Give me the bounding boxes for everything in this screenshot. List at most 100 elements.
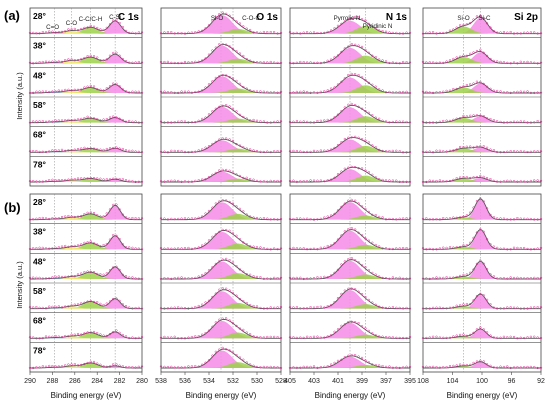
data-marker xyxy=(80,214,83,218)
data-marker xyxy=(89,331,92,334)
data-marker xyxy=(272,61,276,64)
data-marker xyxy=(533,121,536,124)
angle-label-a-5: 68° xyxy=(33,130,46,140)
data-marker xyxy=(455,216,458,219)
data-marker xyxy=(89,147,92,150)
data-marker xyxy=(96,118,99,121)
data-marker xyxy=(458,304,462,307)
component-fill-pink xyxy=(161,15,281,34)
data-marker xyxy=(353,15,357,19)
data-marker xyxy=(266,277,269,280)
data-marker xyxy=(272,150,276,153)
data-marker xyxy=(536,179,539,182)
data-marker xyxy=(137,60,140,64)
data-marker xyxy=(539,91,543,94)
envelope-line xyxy=(30,177,142,183)
data-marker xyxy=(452,118,455,121)
data-marker xyxy=(364,169,367,172)
data-marker xyxy=(102,28,105,32)
data-marker xyxy=(60,335,64,339)
data-marker xyxy=(496,246,499,250)
data-marker xyxy=(173,121,176,124)
data-marker xyxy=(228,200,231,204)
data-marker xyxy=(381,178,384,182)
data-marker xyxy=(326,149,329,152)
data-marker xyxy=(384,218,388,221)
data-marker xyxy=(482,82,485,86)
data-marker xyxy=(137,31,140,34)
data-marker xyxy=(431,365,435,368)
data-marker xyxy=(516,32,519,35)
data-marker xyxy=(102,215,105,218)
data-marker xyxy=(398,120,401,123)
data-marker xyxy=(482,16,485,19)
data-marker xyxy=(76,29,80,32)
angle-label-b-4: 58° xyxy=(33,286,46,296)
data-marker xyxy=(207,24,211,27)
data-marker xyxy=(502,247,506,250)
data-marker xyxy=(425,90,428,94)
data-marker xyxy=(455,87,458,91)
data-marker xyxy=(89,299,92,303)
data-marker xyxy=(333,212,336,216)
data-marker xyxy=(374,27,377,30)
data-marker xyxy=(475,15,479,18)
data-marker xyxy=(255,275,259,279)
data-marker xyxy=(435,276,438,279)
data-marker xyxy=(343,106,347,109)
data-marker xyxy=(442,150,445,153)
data-marker xyxy=(131,246,134,250)
data-marker xyxy=(252,275,255,278)
data-marker xyxy=(462,146,465,149)
data-marker xyxy=(231,261,235,264)
data-marker xyxy=(288,179,292,183)
data-marker xyxy=(512,91,516,94)
data-marker xyxy=(431,121,435,124)
angle-label-b-2: 38° xyxy=(33,227,46,237)
data-marker xyxy=(428,218,431,221)
component-fill-green xyxy=(30,272,142,279)
data-marker xyxy=(448,29,452,32)
data-marker xyxy=(159,217,163,220)
data-marker xyxy=(276,366,279,369)
data-marker xyxy=(499,365,502,368)
data-marker xyxy=(131,366,134,369)
data-marker xyxy=(377,117,381,120)
data-marker xyxy=(360,234,364,237)
data-marker xyxy=(512,276,516,280)
data-marker xyxy=(269,306,272,309)
data-marker xyxy=(89,211,92,214)
data-marker xyxy=(276,179,279,183)
data-marker xyxy=(197,275,200,278)
data-marker xyxy=(248,333,252,336)
group-label-b: (b) xyxy=(4,200,21,215)
data-marker xyxy=(323,149,326,152)
data-marker xyxy=(166,60,170,64)
data-marker xyxy=(35,31,38,35)
data-marker xyxy=(262,180,266,183)
data-marker xyxy=(458,245,462,249)
data-marker xyxy=(163,335,166,339)
data-marker xyxy=(333,330,336,334)
data-marker xyxy=(140,180,144,183)
data-marker xyxy=(207,269,211,272)
data-marker xyxy=(371,271,374,275)
data-marker xyxy=(288,31,292,34)
data-marker xyxy=(482,262,485,265)
data-marker xyxy=(323,119,326,122)
data-marker xyxy=(166,277,170,280)
data-marker xyxy=(262,61,266,64)
data-marker xyxy=(140,248,144,251)
data-marker xyxy=(526,365,529,369)
data-marker xyxy=(166,121,170,124)
data-marker xyxy=(102,89,105,92)
data-marker xyxy=(367,210,371,214)
data-marker xyxy=(112,297,115,301)
data-marker xyxy=(519,180,522,183)
data-marker xyxy=(190,335,194,339)
data-marker xyxy=(96,213,99,217)
data-marker xyxy=(391,217,395,221)
data-marker xyxy=(259,150,262,154)
data-marker xyxy=(242,115,245,119)
data-marker xyxy=(140,277,144,281)
